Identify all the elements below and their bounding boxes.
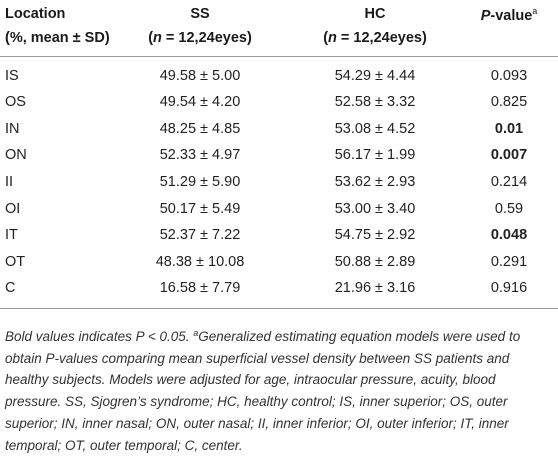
cell-hc: 56.17 ± 1.99	[334, 147, 416, 164]
footnote-bold-note: Bold values indicates P < 0.05.	[5, 329, 194, 344]
header-hc-post: = 12,24eyes)	[336, 30, 427, 46]
density-table: Location SS HC P-valuea (%, mean ± SD) (…	[0, 0, 558, 309]
cell-p-value: 0.01	[494, 120, 524, 137]
table-row: IN 48.25 ± 4.85 53.08 ± 4.52 0.01	[0, 116, 558, 143]
header-hc-pre: (	[323, 30, 329, 46]
cell-p-value: 0.214	[490, 174, 528, 191]
cell-ss: 52.37 ± 7.22	[159, 227, 241, 244]
cell-p-value: 0.093	[490, 68, 528, 84]
header-ss-post: = 12,24eyes)	[161, 30, 252, 46]
cell-hc: 53.00 ± 3.40	[334, 200, 416, 217]
header-location-unit: (%, mean ± SD)	[0, 30, 110, 57]
cell-ss: 16.58 ± 7.79	[110, 275, 290, 309]
cell-location: IS	[5, 68, 19, 84]
cell-p-value: 0.048	[490, 227, 528, 244]
table-footnote: Bold values indicates P < 0.05. aGeneral…	[5, 323, 555, 456]
cell-hc: 54.75 ± 2.92	[334, 227, 416, 244]
header-ss-pre: (	[148, 30, 154, 46]
header-p-value: P-valuea	[460, 0, 558, 30]
header-ss: SS	[190, 6, 210, 22]
cell-hc: 50.88 ± 2.89	[334, 253, 416, 270]
table-row: IS 49.58 ± 5.00 54.29 ± 4.44 0.093	[0, 57, 558, 90]
cell-ss: 48.38 ± 10.08	[155, 253, 245, 270]
header-ss-n-letter: n	[153, 30, 162, 46]
table-row: ON 52.33 ± 4.97 56.17 ± 1.99 0.007	[0, 142, 558, 169]
cell-hc: 21.96 ± 3.16	[290, 275, 460, 309]
cell-location: C	[0, 275, 110, 309]
header-hc-n-letter: n	[328, 30, 337, 46]
header-p-blank	[460, 30, 558, 57]
cell-location: IN	[5, 120, 20, 137]
table-row: OS 49.54 ± 4.20 52.58 ± 3.32 0.825	[0, 89, 558, 116]
cell-hc: 52.58 ± 3.32	[334, 94, 416, 111]
table-row: C 16.58 ± 7.79 21.96 ± 3.16 0.916	[0, 275, 558, 309]
cell-location: II	[5, 174, 14, 191]
cell-location: OS	[5, 94, 26, 111]
cell-p-value: 0.59	[494, 200, 524, 217]
cell-location: IT	[5, 227, 18, 244]
header-p-letter: P	[480, 8, 491, 24]
cell-hc: 53.08 ± 4.52	[334, 120, 416, 137]
cell-location: ON	[5, 147, 27, 164]
cell-location: OI	[5, 200, 21, 217]
header-location: Location	[5, 6, 66, 22]
table-row: OT 48.38 ± 10.08 50.88 ± 2.89 0.291	[0, 249, 558, 276]
header-hc: HC	[364, 6, 386, 22]
cell-ss: 49.54 ± 4.20	[159, 94, 241, 111]
header-hc-n: (n = 12,24eyes)	[290, 30, 460, 57]
table-body: IS 49.58 ± 5.00 54.29 ± 4.44 0.093 OS 49.54 ±…	[0, 57, 558, 309]
cell-ss: 51.29 ± 5.90	[159, 174, 241, 191]
cell-p-value: 0.825	[490, 94, 528, 111]
cell-p-value: 0.007	[490, 147, 528, 164]
cell-hc: 54.29 ± 4.44	[334, 68, 416, 84]
cell-location: OT	[5, 253, 26, 270]
footnote-sup: a	[193, 328, 199, 338]
table-row: OI 50.17 ± 5.49 53.00 ± 3.40 0.59	[0, 195, 558, 222]
cell-ss: 48.25 ± 4.85	[159, 120, 241, 137]
cell-ss: 50.17 ± 5.49	[159, 200, 241, 217]
header-p-sup: a	[532, 6, 538, 16]
header-ss-n: (n = 12,24eyes)	[110, 30, 290, 57]
cell-p-value: 0.291	[490, 253, 528, 270]
table-row: II 51.29 ± 5.90 53.62 ± 2.93 0.214	[0, 169, 558, 196]
cell-hc: 53.62 ± 2.93	[334, 174, 416, 191]
table-header: Location SS HC P-valuea (%, mean ± SD) (…	[0, 0, 558, 57]
cell-p-value: 0.916	[460, 275, 558, 309]
table-row: IT 52.37 ± 7.22 54.75 ± 2.92 0.048	[0, 222, 558, 249]
cell-ss: 49.58 ± 5.00	[159, 68, 241, 84]
cell-ss: 52.33 ± 4.97	[159, 147, 241, 164]
header-p-suffix: -value	[490, 8, 533, 24]
footnote-text: Generalized estimating equation models w…	[5, 329, 521, 453]
